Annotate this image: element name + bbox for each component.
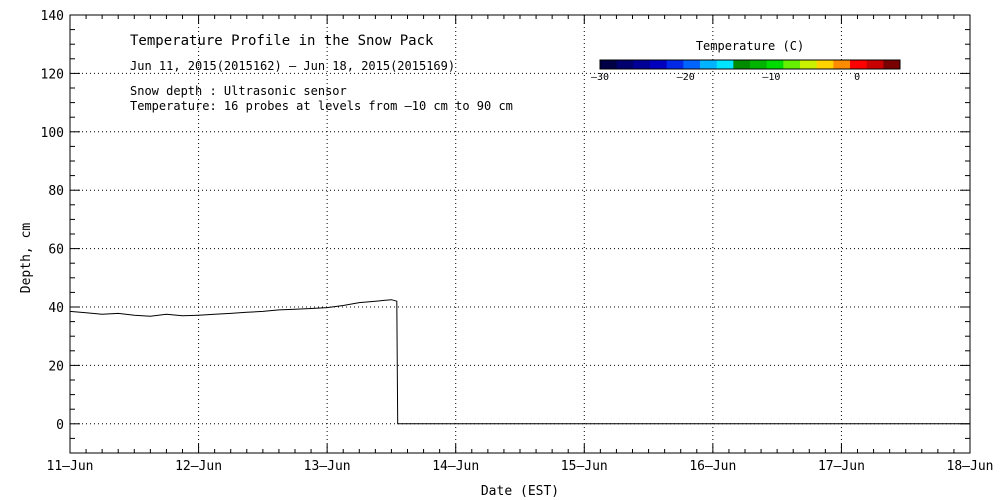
colorbar-cell [666, 60, 684, 69]
y-tick-label: 80 [48, 184, 64, 199]
colorbar-cell [650, 60, 668, 69]
colorbar-cell [750, 60, 768, 69]
y-tick-label: 20 [48, 359, 64, 374]
colorbar-cell [816, 60, 834, 69]
colorbar-cell [700, 60, 718, 69]
note-snow-depth: Snow depth : Ultrasonic sensor [130, 84, 347, 98]
colorbar-tick-label: 0 [854, 72, 860, 83]
x-tick-label: 14–Jun [432, 459, 479, 474]
colorbar-cell [683, 60, 701, 69]
ticks: 11–Jun 12–Jun 13–Jun 14–Jun 15–Jun 16–Jun 17–J… [41, 9, 994, 474]
colorbar-cells [599, 59, 901, 70]
colorbar-cell [866, 60, 884, 69]
y-tick-label: 140 [41, 9, 64, 24]
y-tick-label: 0 [56, 418, 64, 433]
x-tick-label: 17–Jun [818, 459, 865, 474]
colorbar-cell [633, 60, 651, 69]
note-temperature: Temperature: 16 probes at levels from –1… [130, 99, 513, 113]
colorbar-tick-label: –20 [677, 72, 695, 83]
chart-title: Temperature Profile in the Snow Pack [130, 33, 434, 49]
y-tick-label: 60 [48, 243, 64, 258]
x-tick-label: 11–Jun [47, 459, 94, 474]
plot-frame [69, 14, 971, 454]
colorbar-tick-label: –30 [591, 72, 609, 83]
colorbar-cell [783, 60, 801, 69]
series-layer [69, 299, 970, 425]
x-tick-label: 13–Jun [304, 459, 351, 474]
date-range: Jun 11, 2015(2015162) – Jun 18, 2015(201… [130, 59, 455, 73]
colorbar-cell [600, 60, 618, 69]
x-tick-label: 12–Jun [175, 459, 222, 474]
colorbar-cell [766, 60, 784, 69]
y-tick-label: 120 [41, 67, 64, 82]
x-axis-label: Date (EST) [481, 484, 559, 499]
y-tick-label: 100 [41, 126, 64, 141]
colorbar-cell [850, 60, 868, 69]
colorbar-cell [800, 60, 818, 69]
colorbar-ticks: –30 –20 –10 0 [591, 72, 860, 83]
colorbar-frame [599, 59, 901, 70]
colorbar-cell [883, 60, 901, 69]
colorbar-cell [733, 60, 751, 69]
colorbar-cell [833, 60, 851, 69]
colorbar-title: Temperature (C) [696, 39, 804, 53]
colorbar-tick-label: –10 [762, 72, 780, 83]
y-tick-label: 40 [48, 301, 64, 316]
x-tick-label: 18–Jun [947, 459, 994, 474]
snow-depth-line [69, 299, 970, 425]
colorbar-cell [716, 60, 734, 69]
y-axis-label: Depth, cm [19, 223, 34, 294]
colorbar: Temperature (C) –30 –20 –10 0 [591, 39, 901, 83]
x-tick-label: 15–Jun [561, 459, 608, 474]
grid [70, 15, 970, 453]
colorbar-cell [616, 60, 634, 69]
x-tick-label: 16–Jun [689, 459, 736, 474]
